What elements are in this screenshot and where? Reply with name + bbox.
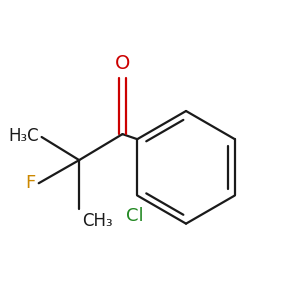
Text: H₃C: H₃C — [8, 127, 39, 145]
Text: O: O — [115, 54, 130, 73]
Text: F: F — [25, 174, 35, 192]
Text: Cl: Cl — [125, 207, 143, 225]
Text: CH₃: CH₃ — [82, 212, 113, 230]
